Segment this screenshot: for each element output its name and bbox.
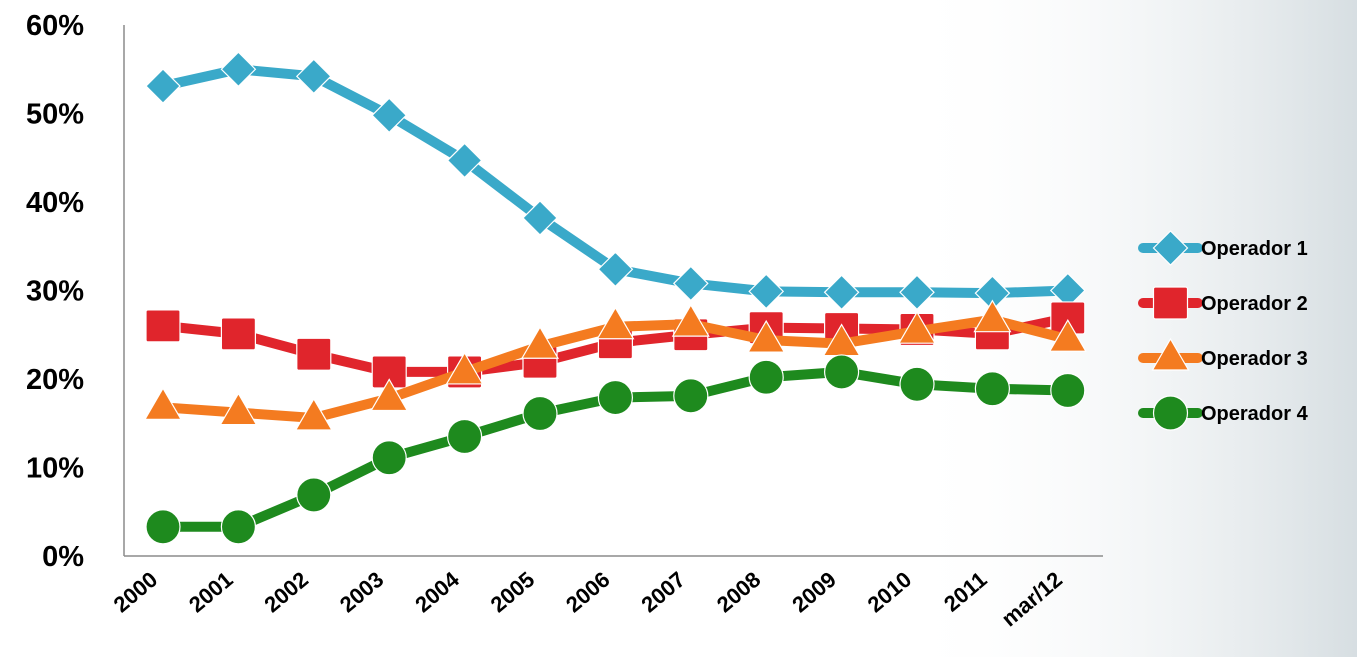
series-1 xyxy=(145,51,1086,312)
legend-item-3: Operador 3 xyxy=(1138,337,1308,371)
x-tick-label: 2007 xyxy=(636,567,690,618)
legend-marker xyxy=(1152,395,1189,431)
y-tick-label: 60% xyxy=(26,10,84,42)
data-point xyxy=(673,378,709,414)
data-point xyxy=(823,354,860,390)
data-point xyxy=(220,317,256,351)
data-point xyxy=(596,306,635,340)
data-point xyxy=(597,379,634,416)
data-point xyxy=(973,299,1012,333)
legend-marker xyxy=(1152,286,1189,320)
y-tick-label: 10% xyxy=(26,453,84,485)
data-point xyxy=(295,58,332,95)
legend-item-1: Operador 1 xyxy=(1138,230,1308,266)
data-point xyxy=(899,274,935,311)
data-point xyxy=(294,397,333,431)
y-tick-label: 30% xyxy=(26,276,84,308)
data-point xyxy=(370,378,409,412)
legend-label: Operador 1 xyxy=(1201,238,1308,260)
series-3 xyxy=(143,299,1087,431)
legend-item-2: Operador 2 xyxy=(1138,286,1308,320)
data-point xyxy=(748,359,784,395)
data-point xyxy=(296,477,332,513)
data-point xyxy=(219,392,258,426)
x-tick-label: 2002 xyxy=(259,567,313,618)
x-tick-label: 2005 xyxy=(486,567,540,618)
data-point xyxy=(296,337,332,371)
x-tick-label: 2000 xyxy=(109,567,163,618)
data-point xyxy=(897,311,937,344)
data-point xyxy=(1048,318,1087,352)
x-tick-label: 2003 xyxy=(335,567,389,618)
x-tick-label: 2006 xyxy=(561,567,615,618)
y-tick-label: 40% xyxy=(26,187,84,219)
x-tick-label: 2001 xyxy=(184,567,238,618)
y-tick-label: 20% xyxy=(26,364,84,396)
data-point xyxy=(145,309,181,343)
data-point xyxy=(671,303,710,337)
data-point xyxy=(145,68,181,104)
series-4 xyxy=(145,354,1086,545)
data-point xyxy=(445,351,484,385)
data-point xyxy=(220,51,257,88)
data-point xyxy=(446,142,483,179)
legend-label: Operador 3 xyxy=(1201,348,1308,370)
legend-item-4: Operador 4 xyxy=(1138,395,1309,431)
data-point xyxy=(522,395,558,432)
y-tick-label: 0% xyxy=(42,541,84,573)
data-point xyxy=(748,273,785,310)
data-point xyxy=(371,440,407,476)
x-tick-label: 2008 xyxy=(712,567,766,618)
data-point xyxy=(520,326,560,359)
data-point xyxy=(220,509,256,545)
data-point xyxy=(899,366,935,402)
data-point xyxy=(597,251,634,288)
data-point xyxy=(823,274,860,311)
data-point xyxy=(522,200,558,236)
data-point xyxy=(672,265,709,302)
legend-label: Operador 2 xyxy=(1201,293,1308,315)
data-point xyxy=(371,97,408,134)
y-tick-label: 50% xyxy=(26,99,84,131)
data-point xyxy=(1050,372,1086,409)
data-point xyxy=(747,319,786,353)
legend-marker xyxy=(1151,337,1190,371)
x-tick-label: 2004 xyxy=(410,566,464,617)
legend-label: Operador 4 xyxy=(1201,403,1309,425)
data-point xyxy=(145,509,181,545)
legend-marker xyxy=(1152,230,1189,266)
x-tick-label: 2009 xyxy=(787,567,841,618)
data-point xyxy=(143,387,183,420)
data-point xyxy=(974,371,1011,407)
data-point xyxy=(447,418,483,455)
